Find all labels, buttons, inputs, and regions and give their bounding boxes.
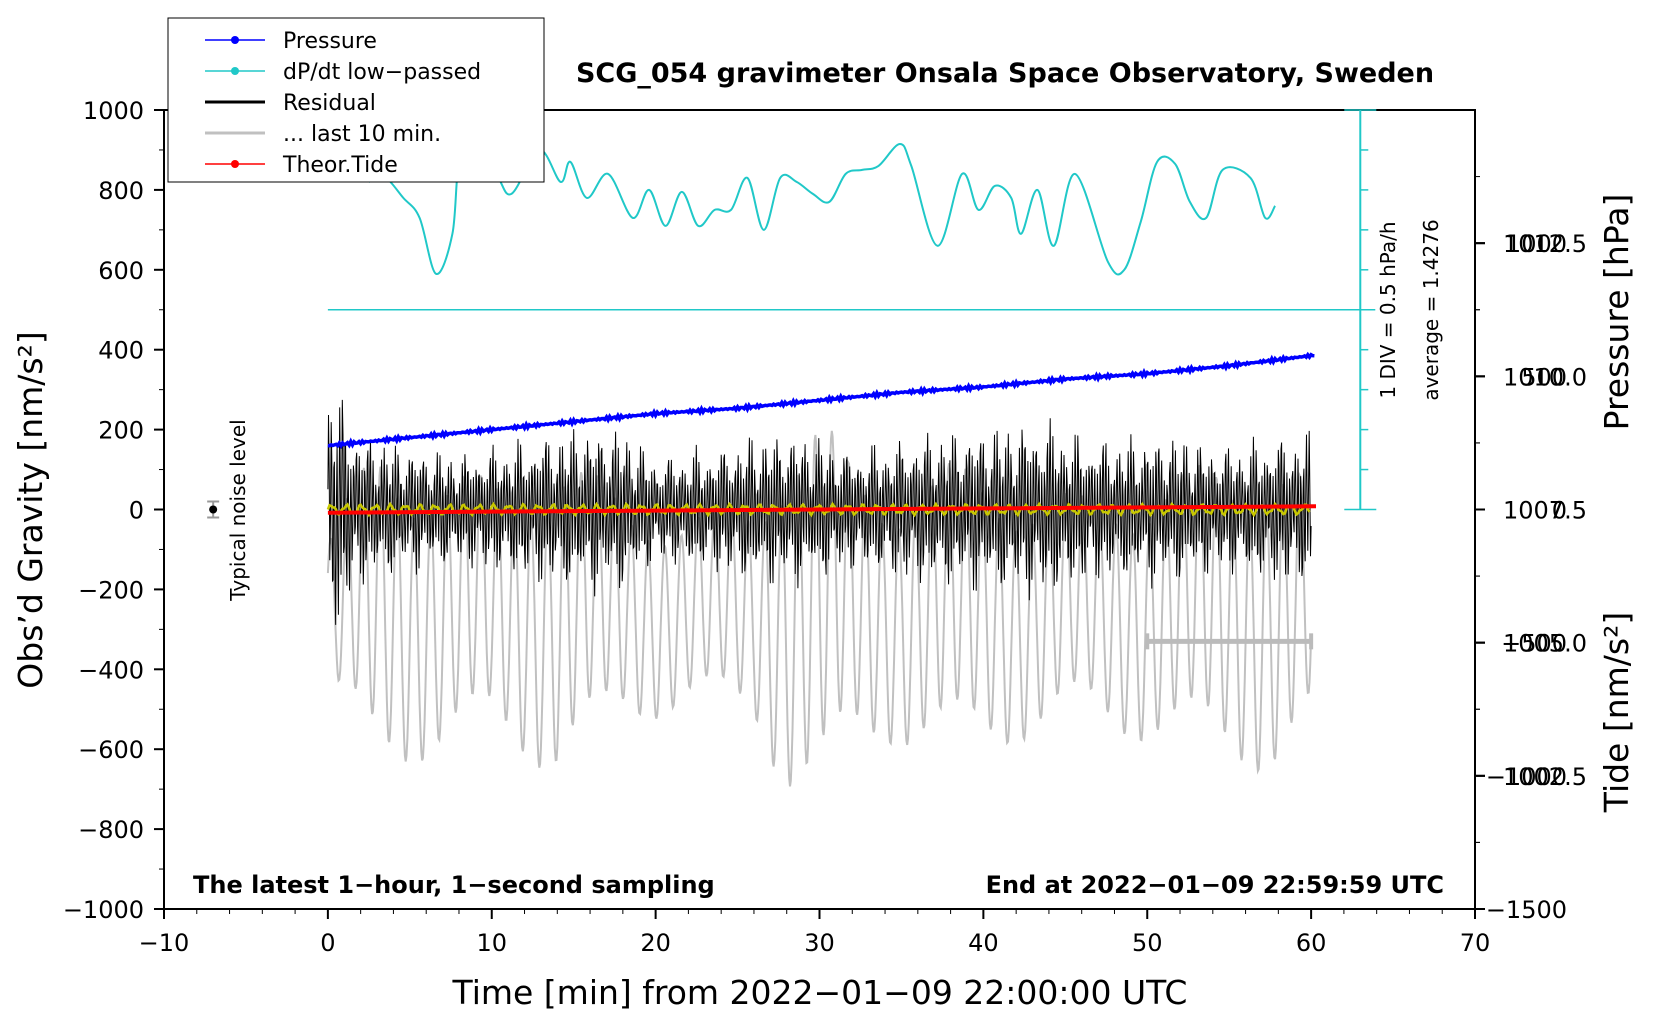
y-tick-label: −200: [78, 576, 144, 604]
residual-layer: [327, 399, 1312, 625]
dpdt-scale-average: average = 1.4276: [1419, 219, 1443, 400]
dpdt-reference-layer: [327, 109, 1377, 511]
last-10-min-line: [326, 430, 1313, 787]
pressure-line: [327, 351, 1315, 450]
pressure-tick-label: 1005.0: [1503, 630, 1587, 658]
pressure-tick-label: 1007.5: [1503, 497, 1587, 525]
y-axis-gravity: −1000 −800 −600 −400 −200 0 200 400 600 800 1000: [63, 97, 164, 924]
y-tick-label: −400: [78, 656, 144, 684]
y-tick-label: 1000: [83, 97, 144, 125]
legend-label: dP/dt low−passed: [283, 60, 481, 85]
last-10-min-layer: [326, 430, 1313, 787]
pressure-layer: [327, 351, 1315, 450]
legend: Pressure dP/dt low−passed Residual ... last…: [167, 17, 545, 183]
pressure-tick-label: 1010.0: [1503, 363, 1587, 391]
x-tick-label: 10: [476, 929, 507, 957]
x-tick-label: 20: [640, 929, 671, 957]
pressure-axis-label: Pressure [hPa]: [1597, 194, 1636, 431]
x-tick-label: 70: [1460, 929, 1491, 957]
y-axis-pressure: 1002.5 1005.0 1007.5 1010.0 1012.5: [1475, 176, 1587, 843]
pressure-tick-label: 1012.5: [1503, 230, 1587, 258]
y-tick-label: 0: [129, 497, 144, 525]
y-tick-label: 800: [98, 177, 144, 205]
tide-tick-label: −500: [1501, 630, 1567, 658]
sampling-note: The latest 1−hour, 1−second sampling: [193, 871, 715, 899]
legend-label: Residual: [283, 91, 376, 116]
dpdt-scale-div: 1 DIV = 0.5 hPa/h: [1376, 221, 1400, 398]
theoretical-tide-layer: [327, 504, 1317, 515]
legend-marker: [231, 160, 239, 168]
tide-tick-label: 500: [1521, 363, 1567, 391]
tide-tick-label: −1500: [1486, 896, 1567, 924]
x-tick-label: 50: [1132, 929, 1163, 957]
theoretical-tide-line: [327, 504, 1317, 515]
y-tick-label: −1000: [63, 896, 144, 924]
legend-box: [167, 17, 545, 183]
marker-layer: [207, 500, 1314, 650]
y-tick-label: 400: [98, 337, 144, 365]
x-tick-label: 40: [968, 929, 999, 957]
x-tick-label: 0: [320, 929, 335, 957]
x-tick-label: 30: [804, 929, 835, 957]
tide-tick-label: 0: [1552, 497, 1567, 525]
y-axis-label: Obs’d Gravity [nm/s²]: [11, 331, 50, 688]
pressure-tick-label: 1002.5: [1503, 763, 1587, 791]
x-tick-label: 60: [1296, 929, 1327, 957]
chart-title: SCG_054 gravimeter Onsala Space Observat…: [576, 58, 1434, 89]
tide-tick-label: 1000: [1506, 230, 1567, 258]
y-tick-label: 600: [98, 257, 144, 285]
noise-level-marker: [209, 505, 218, 514]
residual-line: [327, 399, 1312, 625]
legend-label: ... last 10 min.: [283, 122, 441, 147]
y-axis-tide: −1500 −1000 −500 0 500 1000: [1475, 230, 1567, 924]
tide-axis-label: Tide [nm/s²]: [1597, 612, 1636, 813]
y-tick-label: −800: [78, 816, 144, 844]
y-tick-label: 200: [98, 417, 144, 445]
tide-tick-label: −1000: [1486, 763, 1567, 791]
y-tick-label: −600: [78, 736, 144, 764]
end-time-note: End at 2022−01−09 22:59:59 UTC: [986, 871, 1444, 899]
x-axis: −10 0 10 20 30 40 50 60 70: [139, 909, 1491, 957]
legend-marker: [231, 36, 239, 44]
legend-label: Pressure: [283, 29, 377, 54]
legend-label: Theor.Tide: [282, 153, 398, 178]
legend-items: Pressure dP/dt low−passed Residual ... last…: [205, 29, 481, 178]
x-axis-label: Time [min] from 2022−01−09 22:00:00 UTC: [452, 973, 1188, 1012]
noise-level-label: Typical noise level: [226, 419, 250, 601]
legend-marker: [231, 67, 239, 75]
x-tick-label: −10: [139, 929, 190, 957]
